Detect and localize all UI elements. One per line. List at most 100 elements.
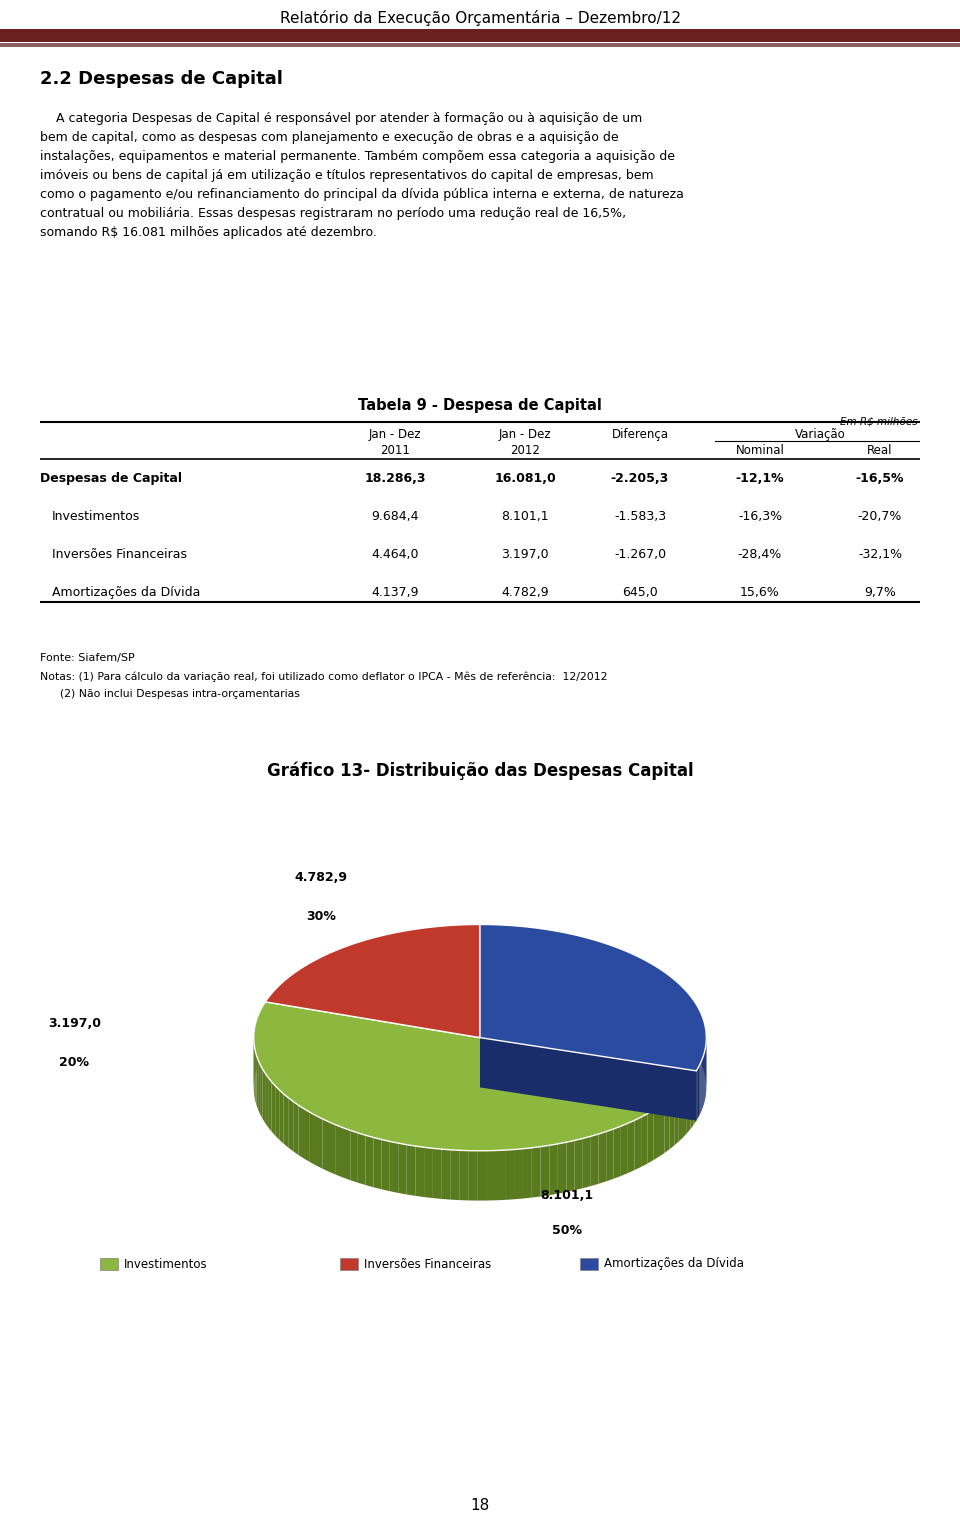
- Polygon shape: [702, 1058, 703, 1110]
- Polygon shape: [310, 1113, 316, 1165]
- Polygon shape: [575, 1139, 583, 1190]
- Polygon shape: [262, 1069, 265, 1124]
- Polygon shape: [407, 1145, 416, 1196]
- Polygon shape: [366, 1136, 373, 1187]
- Text: Inversões Financeiras: Inversões Financeiras: [52, 547, 187, 561]
- Text: Despesas de Capital: Despesas de Capital: [40, 472, 182, 484]
- Polygon shape: [279, 1090, 283, 1144]
- Polygon shape: [381, 1139, 390, 1191]
- Polygon shape: [664, 1099, 669, 1153]
- Text: Real: Real: [867, 445, 893, 457]
- Polygon shape: [316, 1116, 323, 1168]
- Text: Em R$ milhões: Em R$ milhões: [840, 415, 918, 426]
- Polygon shape: [424, 1147, 433, 1199]
- Polygon shape: [702, 1015, 703, 1067]
- Polygon shape: [468, 1151, 478, 1200]
- Text: -2.205,3: -2.205,3: [611, 472, 669, 484]
- Text: 2.2 Despesas de Capital: 2.2 Despesas de Capital: [40, 71, 283, 87]
- Polygon shape: [323, 1119, 329, 1171]
- Polygon shape: [336, 1125, 343, 1177]
- Polygon shape: [635, 1118, 641, 1170]
- Text: Nominal: Nominal: [735, 445, 784, 457]
- Polygon shape: [590, 1134, 599, 1187]
- Polygon shape: [683, 1084, 686, 1137]
- Text: Tabela 9 - Despesa de Capital: Tabela 9 - Despesa de Capital: [358, 399, 602, 412]
- Text: 4.782,9: 4.782,9: [294, 871, 348, 885]
- Text: (2) Não inclui Despesas intra-orçamentarias: (2) Não inclui Despesas intra-orçamentar…: [60, 688, 300, 699]
- Polygon shape: [373, 1137, 381, 1190]
- Polygon shape: [487, 1150, 496, 1200]
- Polygon shape: [451, 1150, 460, 1200]
- Text: 9.684,4: 9.684,4: [372, 510, 419, 523]
- Polygon shape: [523, 1148, 532, 1199]
- Text: Fonte: Siafem/SP: Fonte: Siafem/SP: [40, 653, 134, 662]
- Text: 16.081,0: 16.081,0: [494, 472, 556, 484]
- Text: 30%: 30%: [305, 909, 336, 923]
- Text: 20%: 20%: [60, 1056, 89, 1069]
- Text: Investimentos: Investimentos: [124, 1257, 207, 1271]
- Polygon shape: [350, 1130, 358, 1182]
- Bar: [340, 1259, 358, 1269]
- Text: 9,7%: 9,7%: [864, 586, 896, 599]
- Polygon shape: [532, 1147, 540, 1197]
- Text: A categoria Despesas de Capital é responsável por atender à formação ou à aquisi: A categoria Despesas de Capital é respon…: [40, 112, 642, 126]
- Polygon shape: [480, 924, 707, 1072]
- Polygon shape: [514, 1148, 523, 1199]
- Polygon shape: [690, 1075, 693, 1130]
- Polygon shape: [265, 924, 480, 1038]
- Polygon shape: [654, 1107, 659, 1160]
- Polygon shape: [496, 1150, 505, 1200]
- Polygon shape: [272, 1082, 276, 1136]
- Polygon shape: [606, 1128, 613, 1182]
- Text: 8.101,1: 8.101,1: [540, 1190, 593, 1202]
- Text: -12,1%: -12,1%: [735, 472, 784, 484]
- Text: -1.267,0: -1.267,0: [614, 547, 666, 561]
- Text: como o pagamento e/ou refinanciamento do principal da dívida pública interna e e: como o pagamento e/ou refinanciamento do…: [40, 189, 684, 201]
- Polygon shape: [641, 1114, 647, 1167]
- Text: Amortizações da Dívida: Amortizações da Dívida: [52, 586, 201, 599]
- Polygon shape: [255, 1019, 256, 1073]
- Text: 18.286,3: 18.286,3: [364, 472, 425, 484]
- Polygon shape: [505, 1150, 514, 1200]
- Polygon shape: [686, 1079, 690, 1133]
- Polygon shape: [256, 1056, 258, 1110]
- Text: Diferença: Diferença: [612, 428, 668, 442]
- Polygon shape: [358, 1133, 366, 1185]
- Text: Inversões Financeiras: Inversões Financeiras: [364, 1257, 492, 1271]
- Polygon shape: [416, 1147, 424, 1197]
- Text: 2012: 2012: [510, 445, 540, 457]
- Text: 3.197,0: 3.197,0: [501, 547, 549, 561]
- Bar: [580, 1259, 598, 1269]
- Text: Relatório da Execução Orçamentária – Dezembro/12: Relatório da Execução Orçamentária – Dez…: [279, 11, 681, 26]
- Text: -16,5%: -16,5%: [855, 472, 904, 484]
- Text: 645,0: 645,0: [622, 586, 658, 599]
- Polygon shape: [398, 1144, 407, 1194]
- Polygon shape: [679, 1088, 683, 1142]
- Text: Amortizações da Dívida: Amortizações da Dívida: [604, 1257, 744, 1271]
- Bar: [100, 1259, 118, 1269]
- Text: 18: 18: [470, 1498, 490, 1513]
- Polygon shape: [693, 1072, 696, 1125]
- Polygon shape: [647, 1110, 654, 1164]
- Polygon shape: [253, 1003, 696, 1151]
- Polygon shape: [256, 1015, 258, 1069]
- Polygon shape: [669, 1096, 674, 1150]
- Polygon shape: [288, 1098, 293, 1151]
- Polygon shape: [442, 1150, 451, 1200]
- Text: 2011: 2011: [380, 445, 410, 457]
- Bar: [0, 29, 960, 41]
- Text: instalações, equipamentos e material permanente. Também compõem essa categoria a: instalações, equipamentos e material per…: [40, 150, 675, 162]
- Polygon shape: [478, 1151, 487, 1200]
- Polygon shape: [701, 1061, 702, 1113]
- Text: Investimentos: Investimentos: [52, 510, 140, 523]
- Text: 15,6%: 15,6%: [740, 586, 780, 599]
- Polygon shape: [659, 1104, 664, 1157]
- Polygon shape: [343, 1128, 350, 1180]
- Polygon shape: [674, 1091, 679, 1145]
- Polygon shape: [276, 1085, 279, 1139]
- Text: 50%: 50%: [552, 1223, 582, 1237]
- Polygon shape: [480, 1038, 696, 1121]
- Text: Notas: (1) Para cálculo da variação real, foi utilizado como deflator o IPCA - M: Notas: (1) Para cálculo da variação real…: [40, 671, 608, 682]
- Text: 4.782,9: 4.782,9: [501, 586, 549, 599]
- Text: imóveis ou bens de capital já em utilização e títulos representativos do capital: imóveis ou bens de capital já em utiliza…: [40, 169, 654, 182]
